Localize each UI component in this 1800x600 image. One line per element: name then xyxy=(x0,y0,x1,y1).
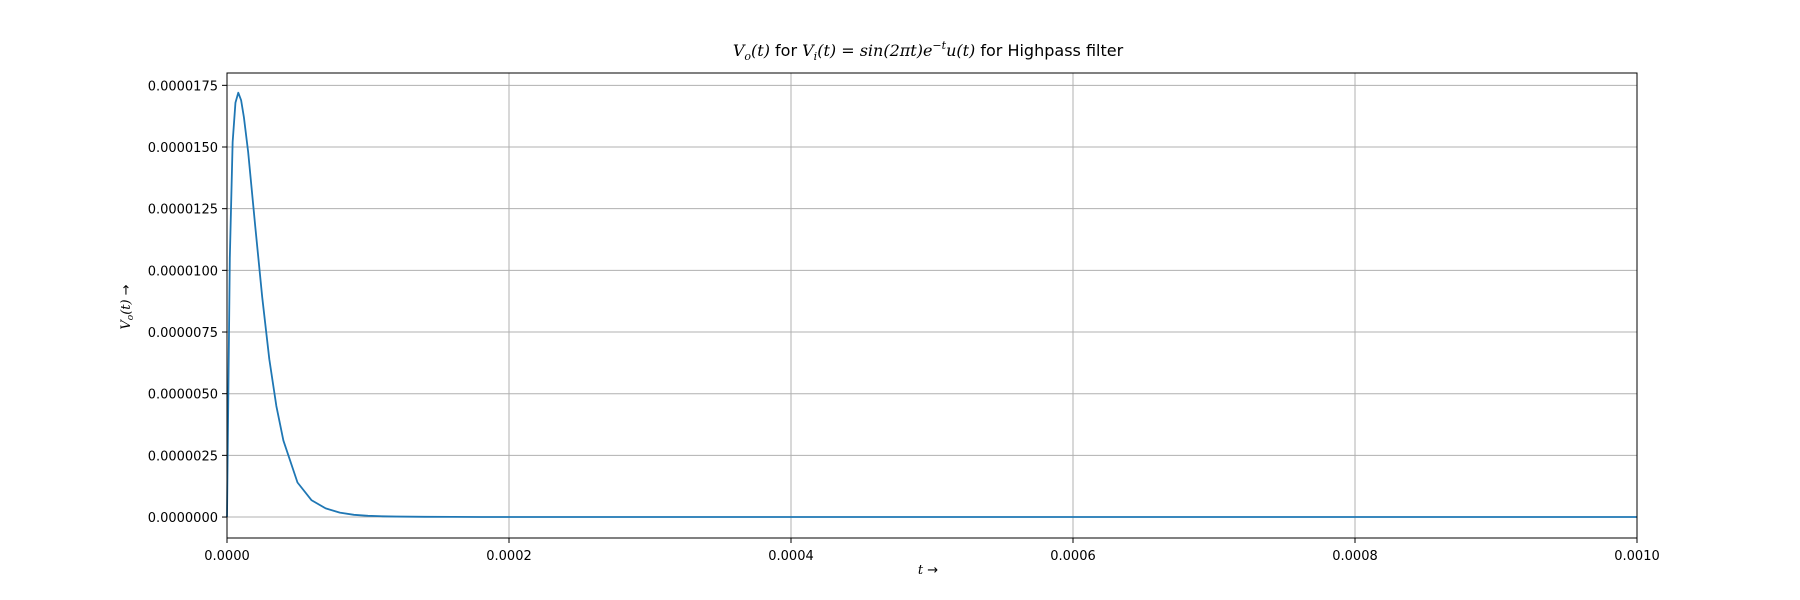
y-tick-label: 0.0000050 xyxy=(148,388,218,403)
grid xyxy=(226,73,1638,538)
series-line-0 xyxy=(226,91,1637,518)
x-tick-label: 0.0010 xyxy=(1614,549,1660,564)
chart-title: Vo(t) for Vi(t) = sin(2πt)e−tu(t) for Hi… xyxy=(733,39,1124,63)
x-tick-label: 0.0008 xyxy=(1332,549,1378,564)
x-ticks: 0.0000 0.0002 0.0004 0.0006 0.0008 0.0010 xyxy=(204,538,1660,564)
y-tick-label: 0.0000125 xyxy=(148,203,218,218)
y-tick-label: 0.0000075 xyxy=(148,326,218,341)
x-tick-label: 0.0002 xyxy=(486,549,532,564)
y-tick-label: 0.0000100 xyxy=(148,264,218,279)
x-tick-label: 0.0006 xyxy=(1050,549,1096,564)
y-tick-label: 0.0000000 xyxy=(148,511,218,526)
y-ticks: 0.0000000 0.0000025 0.0000050 0.0000075 0.00… xyxy=(148,79,227,526)
y-tick-label: 0.0000025 xyxy=(148,449,218,464)
x-axis-label: t → xyxy=(918,563,938,578)
y-axis-label: Vo(t) → xyxy=(119,284,136,329)
y-tick-label: 0.0000150 xyxy=(148,141,218,156)
y-tick-label: 0.0000175 xyxy=(148,79,218,94)
x-tick-label: 0.0004 xyxy=(768,549,814,564)
series-layer xyxy=(226,91,1637,518)
x-tick-label: 0.0000 xyxy=(204,549,250,564)
axes-frame xyxy=(226,72,1638,539)
